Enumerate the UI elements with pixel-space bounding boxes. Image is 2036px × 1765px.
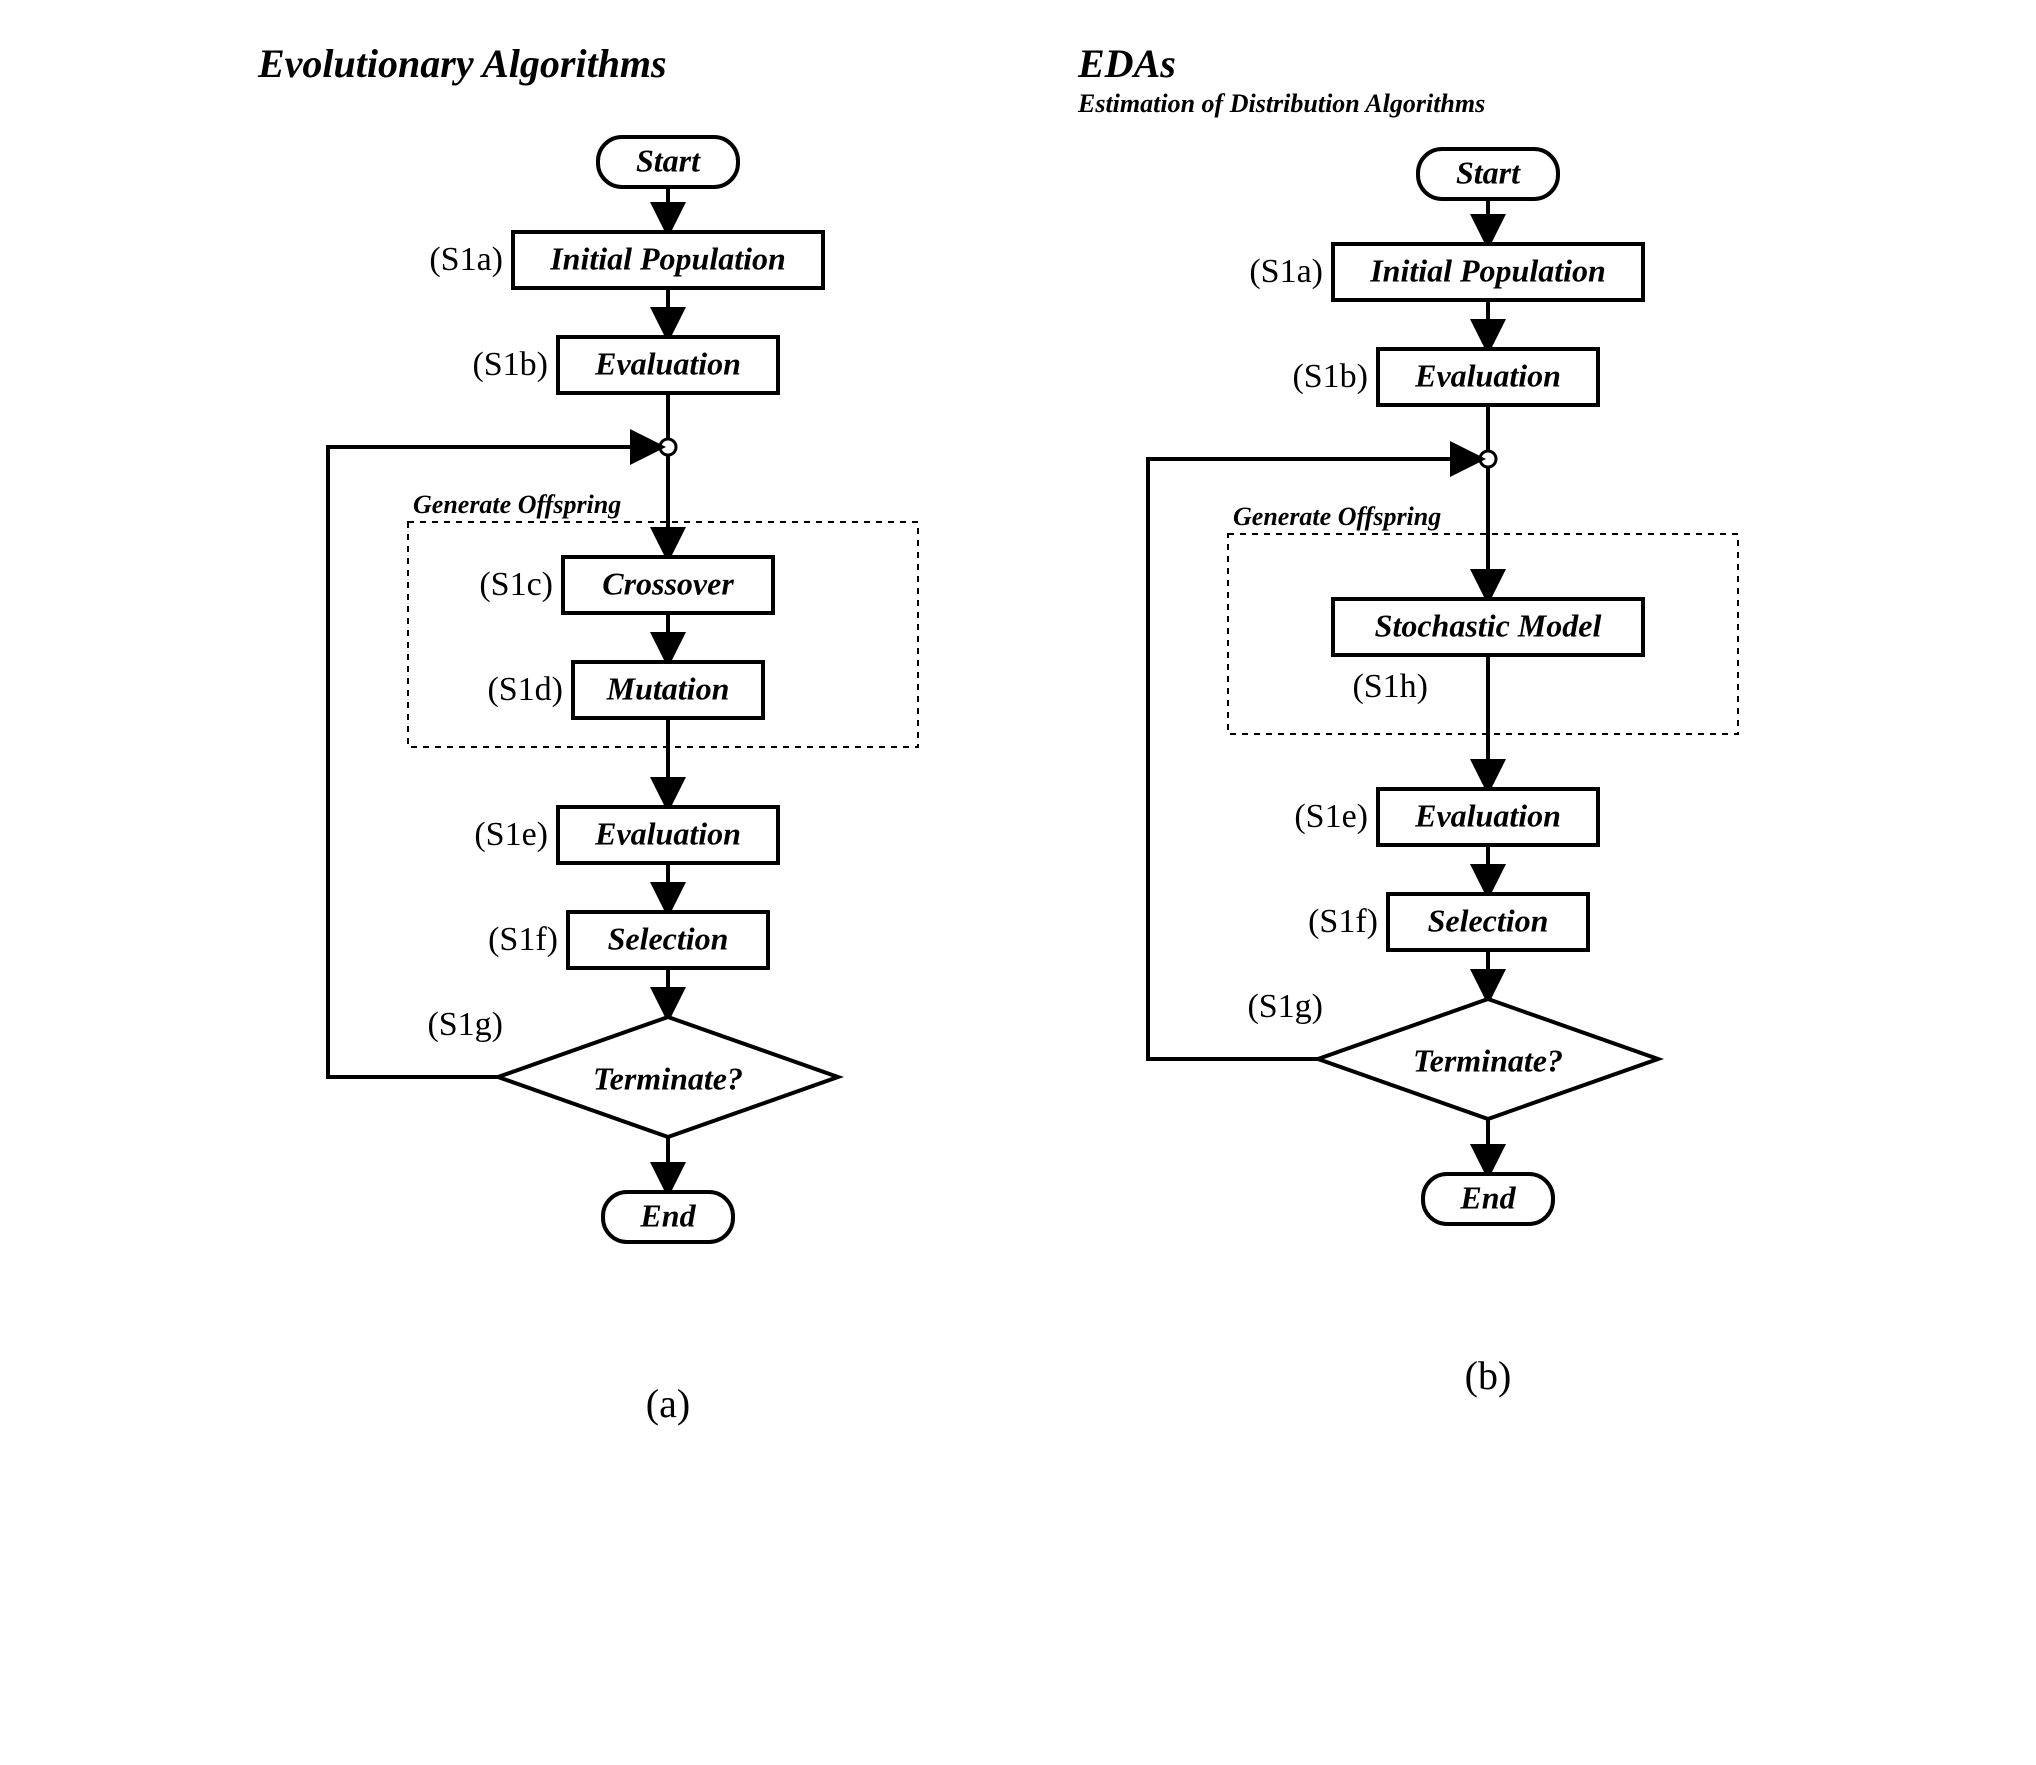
generate-offspring-label: Generate Offspring: [1233, 502, 1441, 531]
panel-a: Evolutionary Algorithms Start Initial Po…: [258, 40, 958, 1617]
node-eval1-label: Evaluation: [1414, 357, 1561, 393]
panel-b-subtitle: Estimation of Distribution Algorithms: [1078, 89, 1778, 119]
node-selection-label: Selection: [608, 920, 729, 956]
flowchart-a: Start Initial Population (S1a) Evaluatio…: [258, 117, 958, 1617]
node-eval1-side: (S1b): [1292, 358, 1368, 395]
node-stochastic-label: Stochastic Model: [1375, 607, 1602, 643]
node-crossover-side: (S1c): [479, 566, 553, 603]
node-start-label: Start: [1456, 154, 1521, 190]
panel-a-title: Evolutionary Algorithms: [258, 40, 958, 87]
node-eval2-label: Evaluation: [1414, 797, 1561, 833]
node-initpop-side: (S1a): [429, 241, 503, 278]
node-eval2-side: (S1e): [474, 816, 548, 853]
node-selection-label: Selection: [1428, 902, 1549, 938]
node-terminate-label: Terminate?: [1413, 1042, 1563, 1078]
loop-back-edge: [1148, 459, 1480, 1059]
node-selection-side: (S1f): [488, 921, 558, 958]
node-eval2-side: (S1e): [1294, 798, 1368, 835]
node-initpop-side: (S1a): [1249, 253, 1323, 290]
node-mutation-side: (S1d): [487, 671, 563, 708]
node-crossover-label: Crossover: [602, 565, 734, 601]
flowchart-b: Start Initial Population (S1a) Evaluatio…: [1078, 129, 1778, 1589]
node-stochastic-side: (S1h): [1352, 668, 1428, 705]
node-terminate-side: (S1g): [1247, 988, 1323, 1025]
node-initpop-label: Initial Population: [1369, 252, 1606, 288]
node-terminate-label: Terminate?: [593, 1060, 743, 1096]
loop-junction: [660, 439, 676, 455]
diagram-wrapper: Evolutionary Algorithms Start Initial Po…: [40, 40, 1996, 1617]
node-initpop-label: Initial Population: [549, 240, 786, 276]
node-eval1-side: (S1b): [472, 346, 548, 383]
loop-back-edge: [328, 447, 660, 1077]
panel-b: EDAs Estimation of Distribution Algorith…: [1078, 40, 1778, 1589]
node-terminate-side: (S1g): [427, 1006, 503, 1043]
panel-b-caption: (b): [1465, 1353, 1512, 1398]
node-eval1-label: Evaluation: [594, 345, 741, 381]
node-selection-side: (S1f): [1308, 903, 1378, 940]
generate-offspring-label: Generate Offspring: [413, 490, 621, 519]
node-eval2-label: Evaluation: [594, 815, 741, 851]
node-mutation-label: Mutation: [606, 670, 730, 706]
node-end-label: End: [639, 1197, 696, 1233]
loop-junction: [1480, 451, 1496, 467]
node-start-label: Start: [636, 142, 701, 178]
panel-a-caption: (a): [646, 1381, 690, 1426]
node-end-label: End: [1459, 1179, 1516, 1215]
panel-b-title: EDAs: [1078, 40, 1778, 87]
